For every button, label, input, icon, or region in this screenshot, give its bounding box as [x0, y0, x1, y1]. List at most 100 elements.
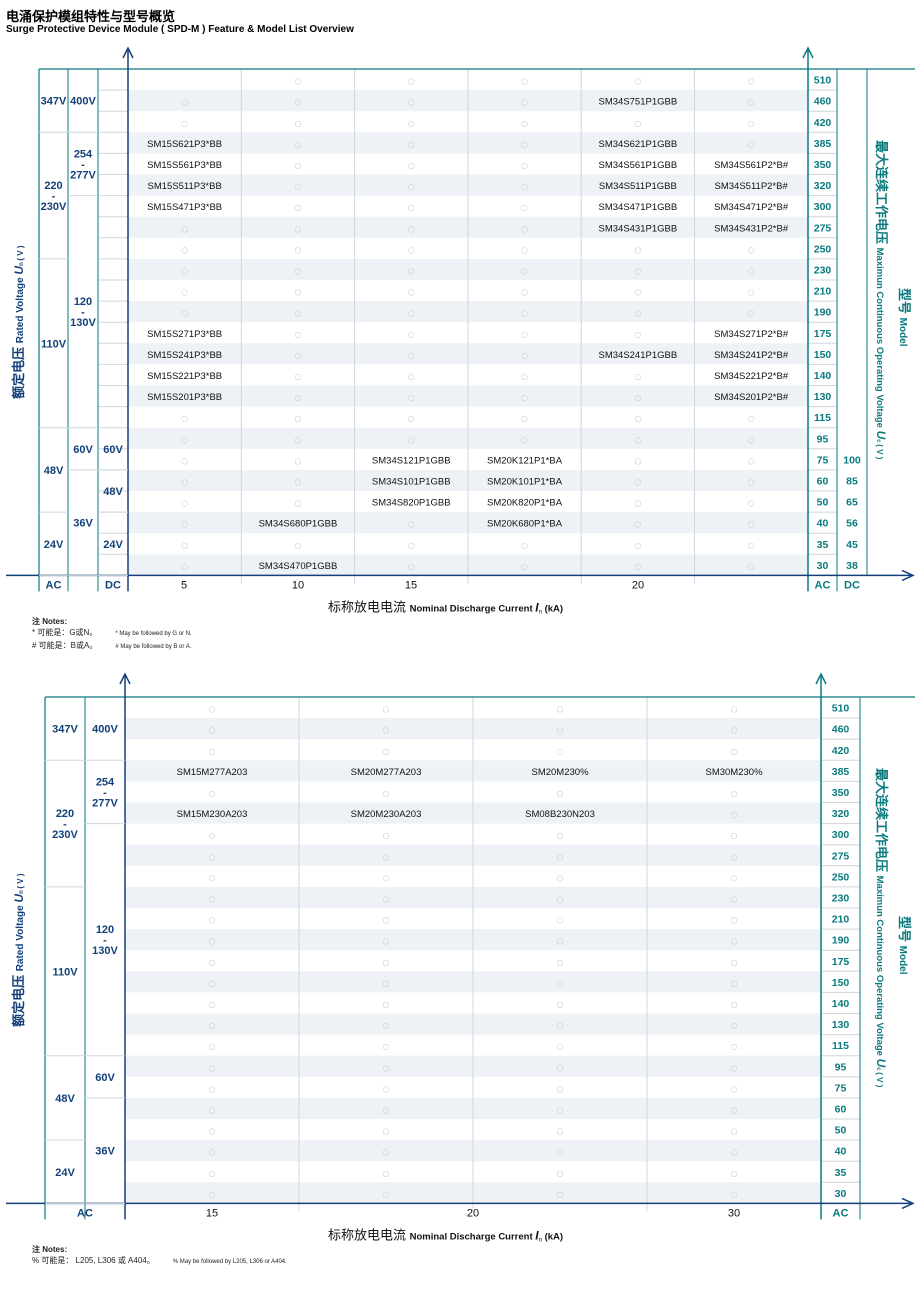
- empty-cell-mark: ○: [181, 98, 188, 107]
- empty-cell-mark: ○: [181, 520, 188, 529]
- model-cell: SM34S470P1GBB: [259, 561, 338, 572]
- empty-cell-mark: ○: [383, 789, 390, 798]
- empty-cell-mark: ○: [294, 477, 301, 486]
- empty-cell-mark: ○: [209, 1190, 216, 1199]
- empty-cell-mark: ○: [209, 1000, 216, 1009]
- empty-cell-mark: ○: [294, 499, 301, 508]
- note-cn: * 可能是：G或N。: [32, 628, 98, 637]
- empty-cell-mark: ○: [294, 330, 301, 339]
- x-tick-label: 30: [728, 1207, 740, 1219]
- empty-cell-mark: ○: [557, 1000, 564, 1009]
- empty-cell-mark: ○: [181, 477, 188, 486]
- empty-cell-mark: ○: [209, 1042, 216, 1051]
- ac-rated-voltage: 24V: [55, 1167, 75, 1179]
- mcov-value: 420: [814, 117, 832, 129]
- model-cell: SM30M230%: [705, 767, 763, 778]
- empty-cell-mark: ○: [181, 541, 188, 550]
- mcov-value: 30: [817, 560, 829, 572]
- empty-cell-mark: ○: [383, 916, 390, 925]
- empty-cell-mark: ○: [408, 288, 415, 297]
- ac-label: AC: [77, 1207, 93, 1219]
- empty-cell-mark: ○: [408, 414, 415, 423]
- model-cell: SM34S101P1GBB: [372, 476, 451, 487]
- model-cell: SM20K101P1*BA: [487, 476, 563, 487]
- empty-cell-mark: ○: [731, 747, 738, 756]
- empty-cell-mark: ○: [209, 1063, 216, 1072]
- empty-cell-mark: ○: [557, 873, 564, 882]
- mcov-axis-title: 最大连续工作电压 Maximun Continuous Operating Vo…: [874, 140, 889, 460]
- mcov-value: 130: [832, 1019, 850, 1031]
- mcov-value: 35: [817, 539, 829, 551]
- empty-cell-mark: ○: [408, 245, 415, 254]
- ac-label-right: AC: [815, 579, 831, 591]
- empty-cell-mark: ○: [634, 119, 641, 128]
- empty-cell-mark: ○: [408, 140, 415, 149]
- notes-title: 注 Notes:: [32, 1245, 68, 1254]
- empty-cell-mark: ○: [731, 1105, 738, 1114]
- mcov-value: 60: [835, 1103, 847, 1115]
- empty-cell-mark: ○: [209, 726, 216, 735]
- empty-cell-mark: ○: [731, 979, 738, 988]
- notes-title: 注 Notes:: [32, 617, 68, 626]
- empty-cell-mark: ○: [748, 562, 755, 571]
- empty-cell-mark: ○: [209, 747, 216, 756]
- empty-cell-mark: ○: [521, 140, 528, 149]
- mcov-value: 50: [835, 1125, 847, 1137]
- ac-rated-voltage: 48V: [44, 465, 64, 477]
- mcov-value: 275: [832, 850, 850, 862]
- empty-cell-mark: ○: [748, 456, 755, 465]
- empty-cell-mark: ○: [557, 894, 564, 903]
- ac-rated-voltage: 220 -230V: [41, 180, 67, 213]
- model-cell: SM34S241P2*B#: [714, 350, 789, 361]
- empty-cell-mark: ○: [181, 309, 188, 318]
- empty-cell-mark: ○: [181, 435, 188, 444]
- empty-cell-mark: ○: [634, 393, 641, 402]
- model-cell: SM34S820P1GBB: [372, 498, 451, 509]
- empty-cell-mark: ○: [521, 203, 528, 212]
- ac-rated-voltage: 48V: [55, 1093, 75, 1105]
- empty-cell-mark: ○: [181, 456, 188, 465]
- empty-cell-mark: ○: [748, 520, 755, 529]
- empty-cell-mark: ○: [521, 330, 528, 339]
- mcov-value: 35: [835, 1167, 847, 1179]
- note-line: % 可能是： L205, L306 或 A404。 % May be follow…: [32, 1255, 287, 1268]
- model-cell: SM34S271P2*B#: [714, 329, 789, 340]
- ac-rated-voltage: 24V: [44, 539, 64, 551]
- model-cell: SM15S621P3*BB: [147, 139, 222, 150]
- ac-sub-rated-voltage: 254 -277V: [92, 776, 118, 809]
- empty-cell-mark: ○: [383, 705, 390, 714]
- empty-cell-mark: ○: [408, 435, 415, 444]
- empty-cell-mark: ○: [731, 705, 738, 714]
- empty-cell-mark: ○: [634, 77, 641, 86]
- mcov-value: 95: [835, 1061, 847, 1073]
- dc-rated-voltage: 24V: [103, 539, 123, 551]
- mcov-value: 190: [814, 307, 832, 319]
- mcov-value: 40: [835, 1146, 847, 1158]
- model-cell: SM34S511P2*B#: [715, 181, 789, 192]
- mcov-value: 115: [814, 412, 831, 424]
- mcov-value: 250: [814, 243, 832, 255]
- empty-cell-mark: ○: [209, 1021, 216, 1030]
- model-cell: SM34S561P1GBB: [599, 160, 678, 171]
- model-cell: SM34S471P1GBB: [599, 202, 678, 213]
- empty-cell-mark: ○: [634, 372, 641, 381]
- empty-cell-mark: ○: [731, 726, 738, 735]
- x-tick-label: 15: [206, 1207, 218, 1219]
- ac-sub-rated-voltage: 60V: [95, 1072, 115, 1084]
- empty-cell-mark: ○: [209, 979, 216, 988]
- empty-cell-mark: ○: [383, 873, 390, 882]
- empty-cell-mark: ○: [383, 979, 390, 988]
- empty-cell-mark: ○: [557, 1105, 564, 1114]
- empty-cell-mark: ○: [557, 958, 564, 967]
- empty-cell-mark: ○: [731, 810, 738, 819]
- dc-label: DC: [105, 579, 121, 591]
- empty-cell-mark: ○: [634, 477, 641, 486]
- empty-cell-mark: ○: [408, 266, 415, 275]
- empty-cell-mark: ○: [209, 894, 216, 903]
- ac-rated-voltage: 220 -230V: [52, 808, 78, 841]
- ac-sub-rated-voltage: 400V: [70, 96, 96, 108]
- empty-cell-mark: ○: [209, 958, 216, 967]
- ac-label-right: AC: [833, 1207, 849, 1219]
- empty-cell-mark: ○: [294, 266, 301, 275]
- empty-cell-mark: ○: [557, 1127, 564, 1136]
